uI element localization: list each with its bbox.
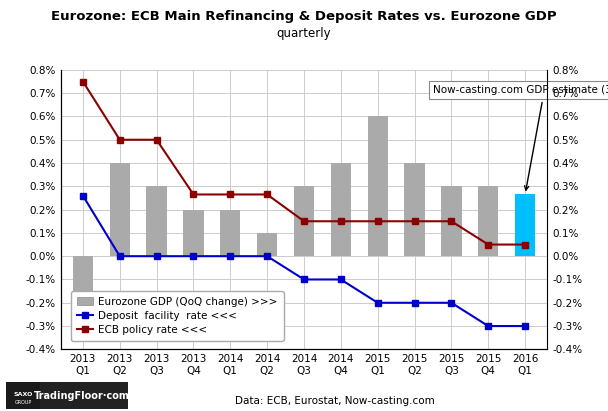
Text: SAXO: SAXO <box>13 392 33 397</box>
Text: TradingFloor·com: TradingFloor·com <box>33 390 130 401</box>
Bar <box>294 186 314 256</box>
Text: Eurozone: ECB Main Refinancing & Deposit Rates vs. Eurozone GDP: Eurozone: ECB Main Refinancing & Deposit… <box>51 10 557 23</box>
Legend: Eurozone GDP (QoQ change) >>>, Deposit  facility  rate <<<, ECB policy rate <<<: Eurozone GDP (QoQ change) >>>, Deposit f… <box>71 291 283 342</box>
Bar <box>257 233 277 256</box>
Bar <box>368 116 388 256</box>
FancyBboxPatch shape <box>6 382 40 409</box>
Bar <box>109 163 130 256</box>
Bar <box>515 194 535 256</box>
Bar <box>220 210 240 256</box>
Bar <box>184 210 204 256</box>
Bar <box>478 186 499 256</box>
Bar <box>331 163 351 256</box>
Text: GROUP: GROUP <box>15 400 32 405</box>
Text: Now-casting.com GDP estimate (3/4/2016): Now-casting.com GDP estimate (3/4/2016) <box>433 85 608 190</box>
Text: quarterly: quarterly <box>277 27 331 40</box>
Bar <box>404 163 424 256</box>
Bar <box>441 186 461 256</box>
Bar <box>147 186 167 256</box>
Bar <box>73 256 93 303</box>
Text: Data: ECB, Eurostat, Now-casting.com: Data: ECB, Eurostat, Now-casting.com <box>235 396 434 406</box>
